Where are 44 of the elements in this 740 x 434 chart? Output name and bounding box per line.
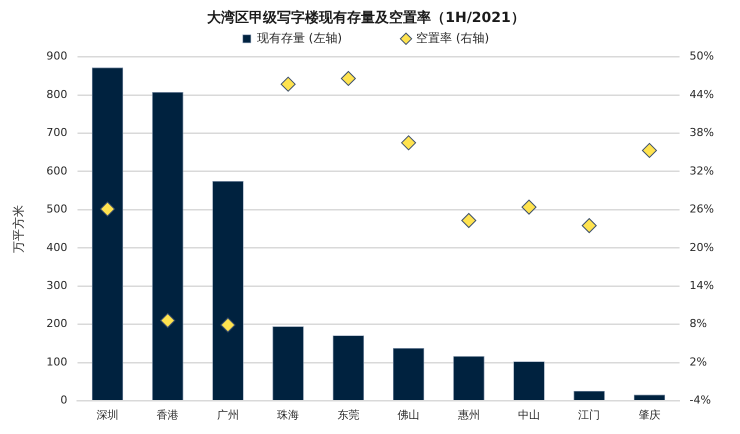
y2-tick-label: -4% <box>690 394 711 407</box>
y2-tick-label: 2% <box>690 355 708 368</box>
y-tick-label: 600 <box>46 164 68 178</box>
x-tick-label: 中山 <box>518 408 540 422</box>
point <box>642 142 657 158</box>
legend-label: 现有存量 (左轴) <box>256 30 342 45</box>
y2-tick-label: 14% <box>690 278 714 292</box>
x-tick-label: 佛山 <box>398 408 420 422</box>
x-tick-label: 肇庆 <box>638 408 660 422</box>
y-tick-label: 300 <box>46 278 68 292</box>
y-tick-label: 200 <box>46 317 68 330</box>
x-tick-label: 江门 <box>578 408 600 422</box>
x-tick-label: 香港 <box>156 408 179 422</box>
chart-title: 大湾区甲级写字楼现有存量及空置率（1H/2021） <box>207 9 525 26</box>
point <box>220 317 236 332</box>
y2-tick-label: 26% <box>690 202 714 216</box>
y2-tick-label: 44% <box>690 88 714 101</box>
point <box>340 70 356 86</box>
y-tick-label: 900 <box>46 50 68 63</box>
y-tick-label: 400 <box>46 240 68 254</box>
point <box>160 313 176 328</box>
y2-tick-label: 50% <box>690 50 714 63</box>
x-tick-label: 东莞 <box>337 408 360 422</box>
y2-tick-label: 20% <box>690 240 714 254</box>
y-tick-label: 0 <box>60 394 68 407</box>
y2-tick-label: 32% <box>690 164 714 178</box>
y-tick-label: 500 <box>46 202 68 216</box>
point <box>100 202 116 217</box>
legend-label: 空置率 (右轴) <box>416 30 490 45</box>
x-tick-label: 惠州 <box>456 408 480 422</box>
point <box>582 218 597 234</box>
point <box>401 135 416 150</box>
x-tick-label: 珠海 <box>277 408 300 422</box>
point <box>522 200 537 215</box>
y-tick-label: 800 <box>46 88 68 101</box>
y-tick-label: 700 <box>46 126 68 140</box>
point <box>280 76 296 92</box>
x-tick-label: 深圳 <box>96 408 119 422</box>
x-tick-label: 广州 <box>216 408 239 422</box>
y2-tick-label: 38% <box>690 126 714 140</box>
point <box>461 213 476 228</box>
y2-tick-label: 8% <box>690 317 708 330</box>
y-tick-label: 100 <box>46 355 68 368</box>
y-axis-title: 万平方米 <box>11 204 26 253</box>
